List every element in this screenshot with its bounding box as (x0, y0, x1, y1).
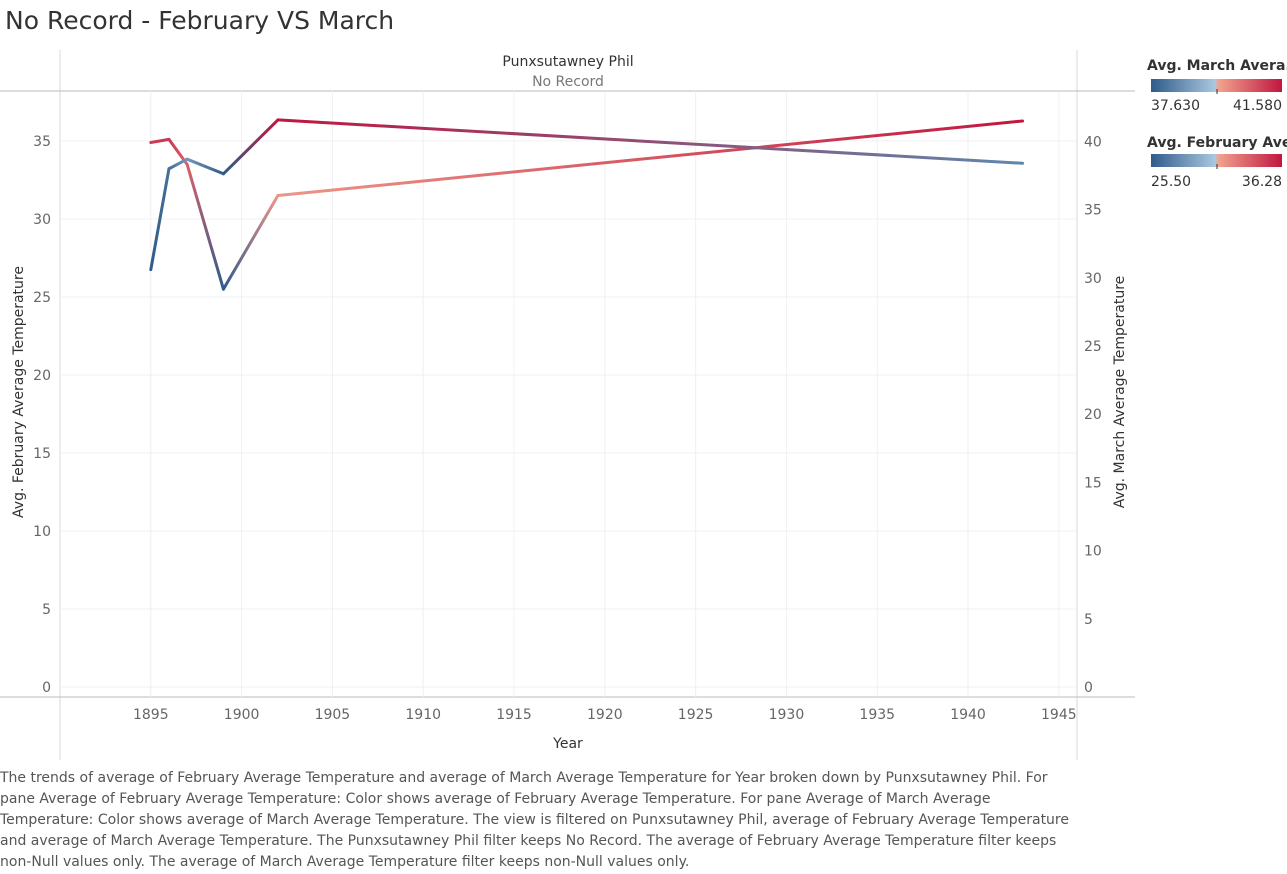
legend-march[interactable]: Avg. March Avera.. 37.630 41.580 (1147, 58, 1287, 114)
series-right (149, 118, 1025, 272)
legend-march-min: 37.630 (1151, 98, 1200, 114)
line-segment[interactable] (276, 118, 1025, 165)
x-tick-label: 1935 (859, 707, 895, 723)
header-value: No Record (532, 74, 604, 90)
x-tick-label: 1910 (405, 707, 441, 723)
y-right-axis-ticks: 0 5 10 15 20 25 30 35 40 (1084, 134, 1102, 696)
x-tick-label: 1945 (1041, 707, 1077, 723)
y-left-tick-label: 35 (33, 134, 51, 150)
line-segment[interactable] (185, 162, 225, 291)
y-left-tick-label: 15 (33, 446, 51, 462)
legend-february-ramp (1151, 154, 1282, 167)
y-right-tick-label: 30 (1084, 271, 1102, 287)
line-segment[interactable] (221, 118, 280, 176)
y-right-tick-label: 20 (1084, 407, 1102, 423)
series-left (149, 119, 1025, 291)
y-left-tick-label: 5 (42, 602, 51, 618)
page-title: No Record - February VS March (5, 6, 395, 35)
x-tick-label: 1915 (496, 707, 532, 723)
line-segment[interactable] (149, 167, 171, 272)
x-tick-label: 1940 (950, 707, 986, 723)
y-right-tick-label: 5 (1084, 612, 1093, 628)
line-segment[interactable] (167, 157, 189, 171)
y-left-tick-label: 20 (33, 368, 51, 384)
header-group: Punxsutawney Phil (502, 54, 633, 70)
line-segment[interactable] (221, 194, 280, 291)
gridlines (60, 91, 1077, 697)
y-right-axis-title: Avg. March Average Temperature (1112, 276, 1128, 509)
y-left-axis-ticks: 0 5 10 15 20 25 30 35 (33, 134, 51, 696)
series-lines (149, 118, 1025, 291)
x-axis-ticks: 1895 1900 1905 1910 1915 1920 1925 1930 1935 1940… (133, 707, 1077, 723)
x-tick-label: 1900 (224, 707, 260, 723)
line-segment[interactable] (185, 157, 225, 176)
legend-february-title: Avg. February Ave.. (1147, 135, 1287, 151)
x-tick-label: 1925 (678, 707, 714, 723)
y-right-tick-label: 10 (1084, 544, 1102, 560)
legend-february-max: 36.28 (1242, 174, 1282, 190)
legend-march-ramp (1151, 79, 1282, 92)
x-tick-label: 1895 (133, 707, 169, 723)
y-right-tick-label: 40 (1084, 134, 1102, 150)
x-tick-label: 1920 (587, 707, 623, 723)
x-axis-title: Year (552, 736, 583, 752)
line-segment[interactable] (276, 119, 1025, 198)
y-right-tick-label: 25 (1084, 339, 1102, 355)
chart: Punxsutawney Phil No Record 1895 1900 1905… (0, 50, 1287, 760)
x-tick-label: 1930 (769, 707, 805, 723)
pane-frame (0, 50, 1135, 760)
legend-february[interactable]: Avg. February Ave.. 25.50 36.28 (1147, 135, 1287, 190)
legend-march-title: Avg. March Avera.. (1147, 58, 1287, 74)
y-right-tick-label: 35 (1084, 203, 1102, 219)
y-left-tick-label: 30 (33, 212, 51, 228)
y-left-tick-label: 10 (33, 524, 51, 540)
y-left-tick-label: 0 (42, 680, 51, 696)
y-left-tick-label: 25 (33, 290, 51, 306)
legend-february-min: 25.50 (1151, 174, 1191, 190)
chart-caption: The trends of average of February Averag… (0, 770, 1069, 870)
y-right-tick-label: 15 (1084, 475, 1102, 491)
y-left-axis-title: Avg. February Average Temperature (11, 266, 27, 518)
line-segment[interactable] (149, 137, 171, 144)
x-tick-label: 1905 (315, 707, 351, 723)
legend-march-max: 41.580 (1233, 98, 1282, 114)
y-right-tick-label: 0 (1084, 680, 1093, 696)
